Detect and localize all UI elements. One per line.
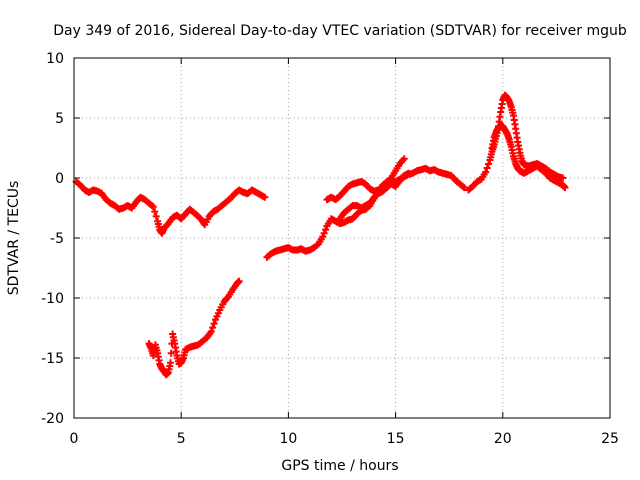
grid [74,58,610,418]
data-point [482,168,490,176]
data-point [151,208,159,216]
data-point [167,349,175,357]
data-point [559,174,567,182]
y-tick-label: 5 [55,111,64,127]
y-tick-label: 0 [55,171,64,187]
data-point [320,229,328,237]
data-point [400,155,408,163]
series-6 [464,91,567,194]
chart-title: Day 349 of 2016, Sidereal Day-to-day VTE… [53,23,627,39]
series-4 [323,164,468,204]
data-point [207,328,215,336]
x-tick-label: 0 [70,431,79,447]
x-tick-label: 15 [387,431,405,447]
plot-frame [73,57,611,419]
x-tick-label: 5 [177,431,186,447]
x-tick-label: 25 [601,431,619,447]
y-axis-label: SDTVAR / TECUs [6,181,22,296]
y-tick-label: -15 [41,351,64,367]
y-tick-label: -5 [50,231,64,247]
y-tick-label: -10 [41,291,64,307]
y-tick-label: 10 [46,51,64,67]
series-2 [145,277,243,379]
data-point [483,164,491,172]
data-point [152,212,160,220]
axis-ticks: 0 5 10 15 20 25 -20 -15 -10 -5 0 5 10 [41,51,619,447]
x-axis-label: GPS time / hours [281,458,398,474]
y-tick-label: -20 [41,411,64,427]
data-point [319,233,327,241]
series-1 [72,178,269,237]
x-tick-label: 20 [494,431,512,447]
series-5 [336,169,412,223]
data-point [209,324,217,332]
data-point [235,277,243,285]
data-point [261,193,269,201]
data-point [561,184,569,192]
data-point [460,184,468,192]
data-points [72,91,569,379]
data-point [210,320,218,328]
data-point [485,160,493,168]
data-point [166,359,174,367]
series-7 [488,121,569,192]
data-point [322,226,330,234]
data-point [149,203,157,211]
data-point [404,169,412,177]
series-3 [263,155,408,261]
x-tick-label: 10 [279,431,297,447]
